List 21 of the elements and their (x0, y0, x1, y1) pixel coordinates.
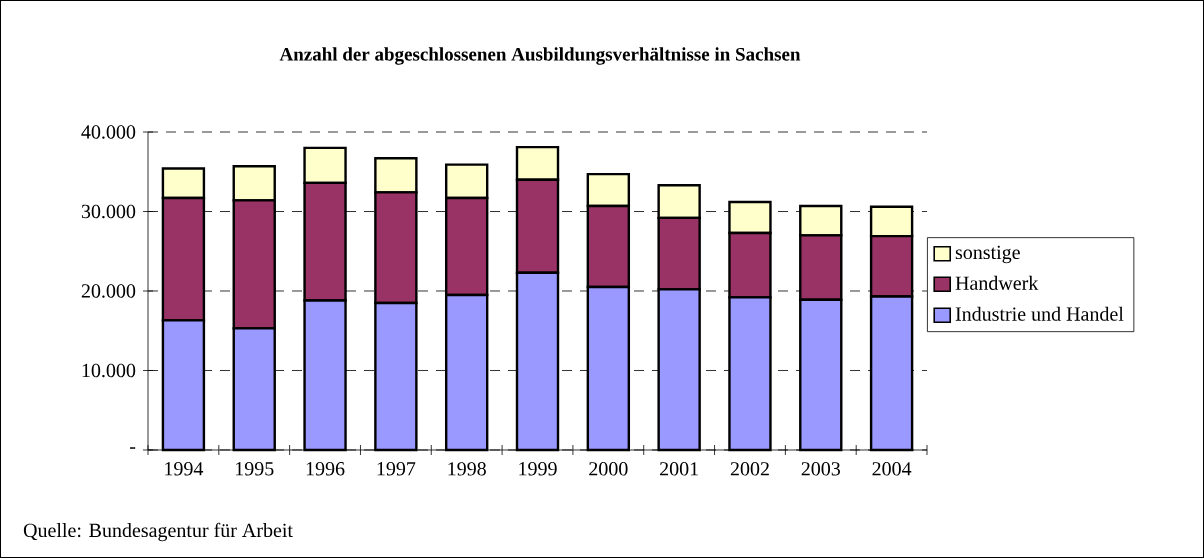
y-tick-label: 30.000 (81, 204, 136, 219)
y-tick-label: 20.000 (81, 284, 136, 298)
x-tick-label: 2003 (801, 462, 840, 476)
y-tick-label: 10.000 (82, 363, 136, 378)
x-tick-label: 1994 (165, 462, 204, 476)
x-tick-label: 2004 (872, 462, 912, 476)
legend-label: Handwerk (955, 275, 1039, 290)
y-tick-label: 40.000 (81, 125, 136, 139)
x-tick-label: 1999 (519, 462, 557, 476)
legend-label: sonstige (955, 245, 1020, 264)
x-tick-label: 1995 (235, 462, 274, 476)
y-tick-label: - (130, 447, 136, 449)
legend-label: Industrie und Handel (955, 306, 1124, 321)
x-tick-label: 2001 (660, 462, 698, 476)
source-note: Quelle: Bundesagentur für Arbeit (23, 522, 293, 542)
x-tick-label: 1997 (377, 462, 416, 476)
x-tick-label: 1996 (306, 462, 345, 476)
chart-title: Anzahl der abgeschlossenen Ausbildungsverhältnisse in Sachsen (279, 47, 801, 65)
x-tick-label: 2000 (589, 462, 628, 476)
x-tick-label: 2002 (730, 462, 769, 476)
x-tick-label: 1998 (448, 462, 486, 476)
